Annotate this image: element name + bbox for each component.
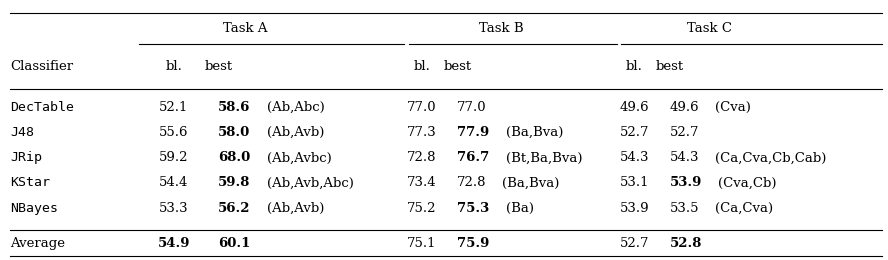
Text: KStar: KStar [11,177,51,190]
Text: (Ab,Abc): (Ab,Abc) [267,101,325,114]
Text: (Ba,Bva): (Ba,Bva) [503,177,559,190]
Text: (Ca,Cva): (Ca,Cva) [715,202,773,215]
Text: 53.9: 53.9 [670,177,702,190]
Text: 75.3: 75.3 [457,202,489,215]
Text: (Bt,Ba,Bva): (Bt,Ba,Bva) [506,151,583,164]
Text: Task B: Task B [480,22,524,35]
Text: 58.0: 58.0 [218,126,250,139]
Text: (Ab,Avbc): (Ab,Avbc) [266,151,331,164]
Text: best: best [655,60,684,73]
Text: Average: Average [11,237,65,250]
Text: Task A: Task A [223,22,267,35]
Text: 73.4: 73.4 [407,177,437,190]
Text: (Cva,Cb): (Cva,Cb) [718,177,777,190]
Text: 54.3: 54.3 [620,151,649,164]
Text: 54.9: 54.9 [158,237,190,250]
Text: Classifier: Classifier [11,60,74,73]
Text: J48: J48 [11,126,35,139]
Text: 56.2: 56.2 [218,202,250,215]
Text: (Ca,Cva,Cb,Cab): (Ca,Cva,Cb,Cab) [715,151,826,164]
Text: 72.8: 72.8 [407,151,437,164]
Text: (Ab,Avb): (Ab,Avb) [267,202,324,215]
Text: best: best [443,60,472,73]
Text: 53.5: 53.5 [670,202,699,215]
Text: 49.6: 49.6 [670,101,700,114]
Text: JRip: JRip [11,151,43,164]
Text: 59.2: 59.2 [159,151,189,164]
Text: 76.7: 76.7 [457,151,489,164]
Text: 54.3: 54.3 [670,151,699,164]
Text: DecTable: DecTable [11,101,75,114]
Text: (Ba): (Ba) [506,202,534,215]
Text: 77.0: 77.0 [457,101,487,114]
Text: NBayes: NBayes [11,202,59,215]
Text: 58.6: 58.6 [218,101,250,114]
Text: (Ab,Avb,Abc): (Ab,Avb,Abc) [267,177,354,190]
Text: 53.3: 53.3 [159,202,189,215]
Text: 52.8: 52.8 [670,237,702,250]
Text: 60.1: 60.1 [218,237,250,250]
Text: 52.1: 52.1 [159,101,188,114]
Text: 52.7: 52.7 [670,126,699,139]
Text: bl.: bl. [414,60,431,73]
Text: 53.9: 53.9 [620,202,649,215]
Text: 77.3: 77.3 [407,126,437,139]
Text: 49.6: 49.6 [620,101,649,114]
Text: 68.0: 68.0 [218,151,250,164]
Text: 72.8: 72.8 [457,177,487,190]
Text: 54.4: 54.4 [159,177,188,190]
Text: 75.2: 75.2 [407,202,437,215]
Text: 52.7: 52.7 [620,126,649,139]
Text: 55.6: 55.6 [159,126,189,139]
Text: 77.9: 77.9 [457,126,489,139]
Text: (Ba,Bva): (Ba,Bva) [506,126,563,139]
Text: 52.7: 52.7 [620,237,649,250]
Text: 53.1: 53.1 [620,177,649,190]
Text: 75.9: 75.9 [457,237,489,250]
Text: 59.8: 59.8 [218,177,250,190]
Text: (Cva): (Cva) [715,101,750,114]
Text: bl.: bl. [626,60,643,73]
Text: best: best [204,60,233,73]
Text: bl.: bl. [165,60,182,73]
Text: 75.1: 75.1 [407,237,437,250]
Text: Task C: Task C [687,22,732,35]
Text: 77.0: 77.0 [407,101,437,114]
Text: (Ab,Avb): (Ab,Avb) [266,126,324,139]
